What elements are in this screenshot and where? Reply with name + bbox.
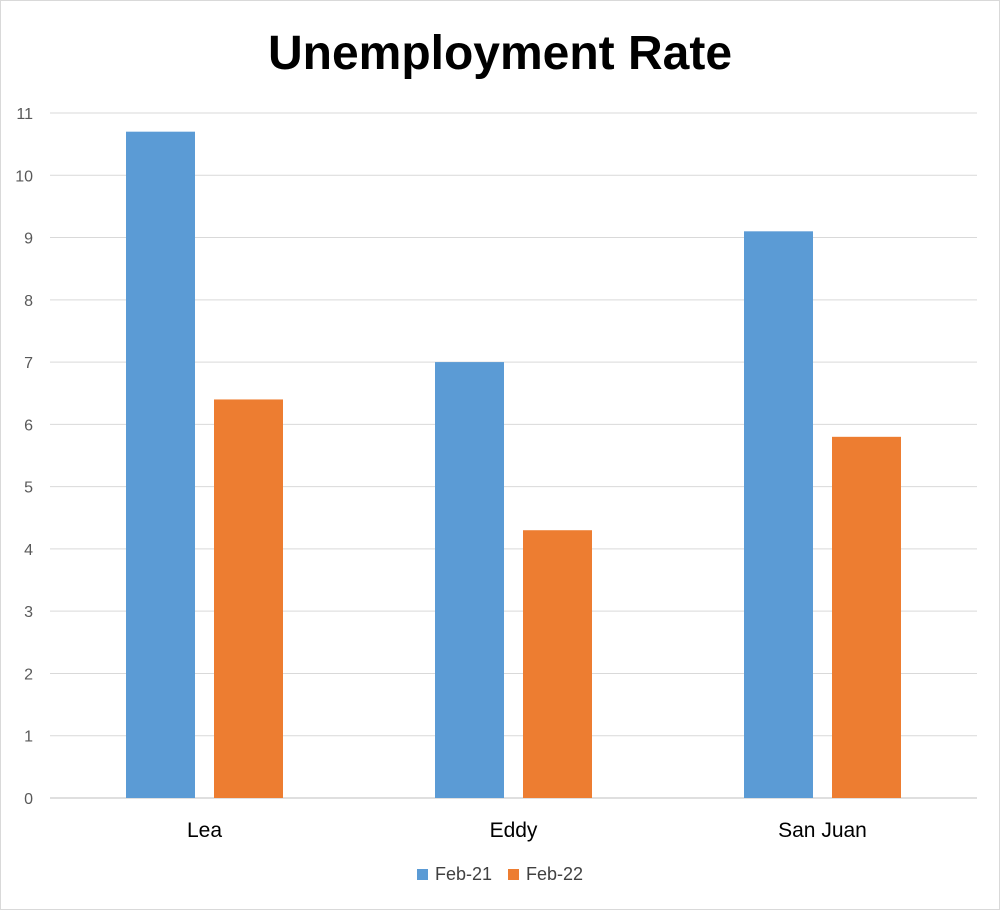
- y-tick-label: 1: [24, 729, 33, 746]
- y-tick-label: 0: [24, 791, 33, 808]
- legend: Feb-21 Feb-22: [0, 864, 1000, 885]
- bar-1: [744, 231, 813, 798]
- y-tick-label: 4: [24, 542, 33, 559]
- legend-label-series-2: Feb-22: [526, 864, 584, 884]
- bar-2: [214, 399, 283, 798]
- y-tick-label: 8: [24, 293, 33, 310]
- x-category-label: Lea: [187, 819, 222, 842]
- legend-label-series-1: Feb-21: [434, 864, 492, 884]
- y-tick-label: 2: [24, 666, 33, 683]
- y-tick-label: 5: [24, 480, 33, 497]
- bar-2: [832, 436, 901, 798]
- y-tick-label: 10: [15, 168, 33, 185]
- y-tick-label: 11: [16, 106, 33, 123]
- bar-1: [126, 131, 195, 798]
- y-tick-label: 9: [24, 231, 33, 248]
- y-tick-label: 3: [24, 604, 33, 621]
- y-tick-label: 7: [24, 355, 33, 372]
- x-category-label: Eddy: [490, 819, 538, 842]
- legend-swatch-series-1: [416, 869, 428, 880]
- bar-2: [523, 530, 592, 798]
- x-category-label: San Juan: [778, 819, 867, 842]
- y-tick-label: 6: [24, 417, 33, 434]
- chart-title: Unemployment Rate: [267, 27, 733, 80]
- bar-1: [435, 362, 504, 798]
- legend-item-series-2: Feb-22: [508, 864, 583, 885]
- legend-swatch-series-2: [508, 869, 519, 880]
- legend-item-series-1: Feb-21: [416, 864, 492, 885]
